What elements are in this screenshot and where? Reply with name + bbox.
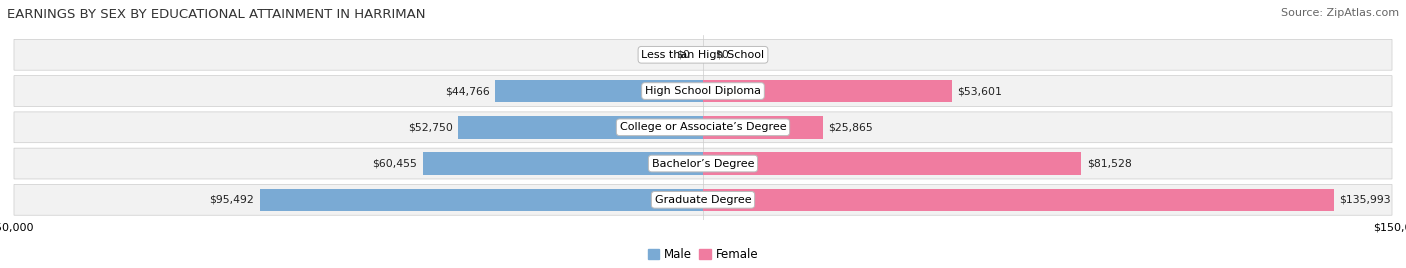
Text: $95,492: $95,492	[209, 195, 254, 205]
Text: Less than High School: Less than High School	[641, 50, 765, 60]
FancyBboxPatch shape	[14, 184, 1392, 215]
Bar	[703, 80, 952, 102]
Bar	[260, 189, 703, 211]
Text: Graduate Degree: Graduate Degree	[655, 195, 751, 205]
Text: $25,865: $25,865	[828, 122, 873, 132]
Text: $60,455: $60,455	[373, 159, 418, 169]
Text: High School Diploma: High School Diploma	[645, 86, 761, 96]
FancyBboxPatch shape	[14, 39, 1392, 70]
Text: $44,766: $44,766	[444, 86, 489, 96]
Bar	[703, 152, 1081, 175]
FancyBboxPatch shape	[14, 76, 1392, 106]
Text: EARNINGS BY SEX BY EDUCATIONAL ATTAINMENT IN HARRIMAN: EARNINGS BY SEX BY EDUCATIONAL ATTAINMEN…	[7, 8, 426, 21]
Bar	[422, 152, 703, 175]
FancyBboxPatch shape	[14, 112, 1392, 143]
Bar	[495, 80, 703, 102]
FancyBboxPatch shape	[14, 148, 1392, 179]
Bar	[703, 116, 823, 139]
Bar	[703, 189, 1334, 211]
Bar	[458, 116, 703, 139]
Text: College or Associate’s Degree: College or Associate’s Degree	[620, 122, 786, 132]
Text: $53,601: $53,601	[957, 86, 1002, 96]
Text: $0: $0	[716, 50, 730, 60]
Text: Source: ZipAtlas.com: Source: ZipAtlas.com	[1281, 8, 1399, 18]
Text: $81,528: $81,528	[1087, 159, 1132, 169]
Legend: Male, Female: Male, Female	[643, 243, 763, 266]
Text: Bachelor’s Degree: Bachelor’s Degree	[652, 159, 754, 169]
Text: $135,993: $135,993	[1340, 195, 1391, 205]
Text: $52,750: $52,750	[408, 122, 453, 132]
Text: $0: $0	[676, 50, 690, 60]
